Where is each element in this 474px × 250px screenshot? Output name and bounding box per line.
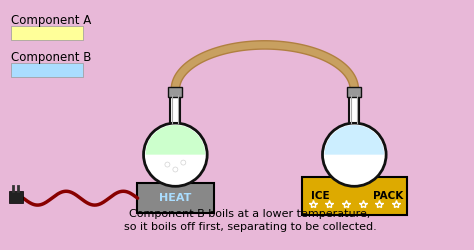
Text: Component A: Component A — [11, 14, 91, 27]
Text: Component B: Component B — [11, 51, 91, 64]
Circle shape — [322, 123, 386, 186]
Circle shape — [144, 123, 207, 186]
Text: Component B boils at a lower temperature,: Component B boils at a lower temperature… — [129, 209, 371, 219]
Wedge shape — [325, 125, 384, 155]
Text: so it boils off first, separating to be collected.: so it boils off first, separating to be … — [124, 222, 376, 232]
FancyBboxPatch shape — [349, 95, 359, 123]
Wedge shape — [146, 125, 205, 155]
FancyBboxPatch shape — [11, 63, 83, 76]
FancyBboxPatch shape — [11, 26, 83, 40]
Circle shape — [181, 160, 186, 165]
Text: HEAT: HEAT — [159, 193, 191, 203]
Text: PACK: PACK — [373, 191, 403, 201]
Circle shape — [165, 162, 170, 167]
FancyBboxPatch shape — [347, 88, 361, 97]
FancyBboxPatch shape — [9, 191, 23, 203]
FancyBboxPatch shape — [170, 95, 180, 123]
FancyBboxPatch shape — [168, 88, 182, 97]
Text: ICE: ICE — [311, 191, 330, 201]
FancyBboxPatch shape — [137, 183, 214, 213]
FancyBboxPatch shape — [301, 178, 407, 215]
Circle shape — [173, 167, 178, 172]
